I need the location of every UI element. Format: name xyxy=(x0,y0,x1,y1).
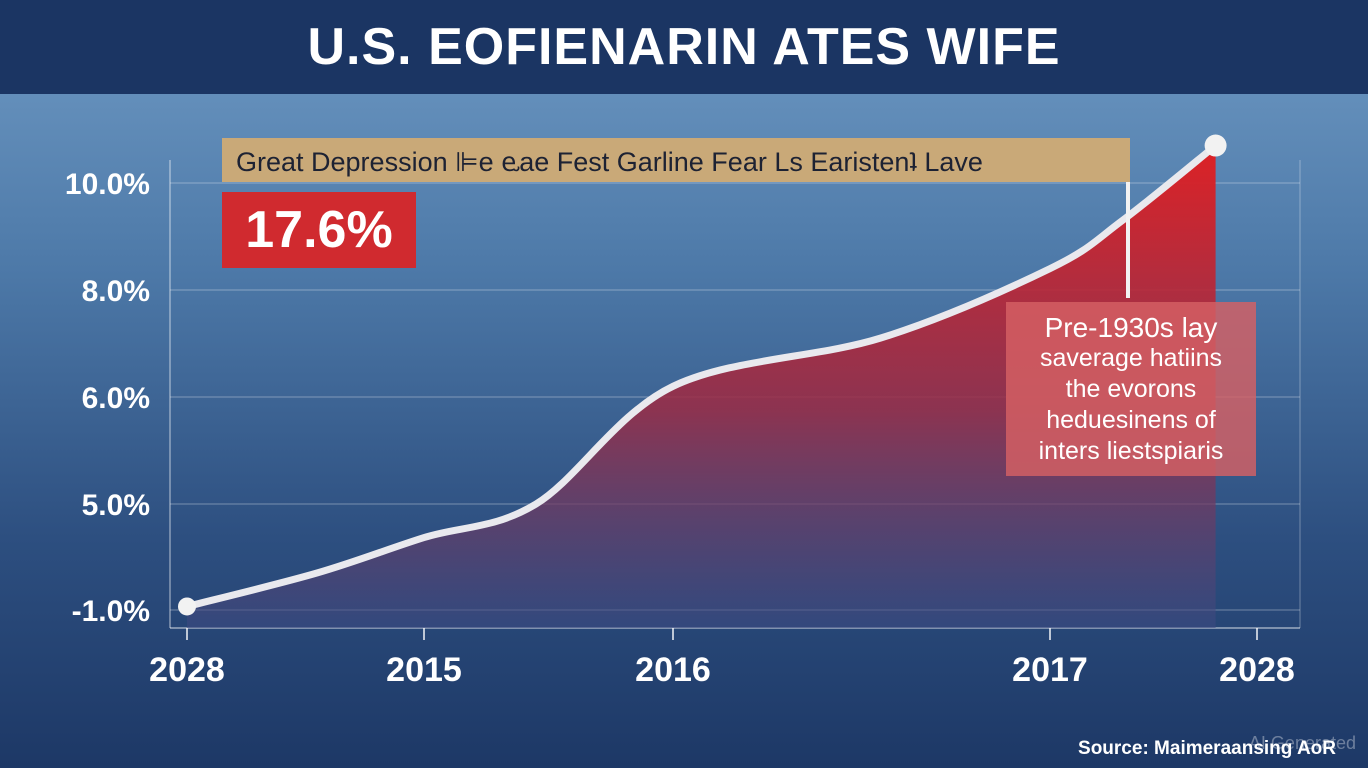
chart-title: U.S. EOFIENARIN ATES WIFE xyxy=(307,18,1061,76)
ai-generated-watermark: AI Generated xyxy=(1248,733,1356,753)
series-line xyxy=(183,142,1220,610)
x-tick-label: 2017 xyxy=(1012,651,1088,689)
y-tick-label: 5.0% xyxy=(82,489,150,522)
y-tick-labels: 10.0% 8.0% 6.0% 5.0% -1.0% xyxy=(65,168,150,628)
y-tick-label: 8.0% xyxy=(82,275,150,308)
highlight-value-badge: 17.6% xyxy=(222,192,416,268)
x-tick-label: 2016 xyxy=(635,651,711,689)
x-tick-label: 2028 xyxy=(1219,651,1295,689)
note-line: saverage hatiins xyxy=(1039,344,1223,372)
annotation-note: Pre-1930s lay saverage hatiins the evoro… xyxy=(1006,302,1256,476)
note-line: inters liestspiaris xyxy=(1038,437,1224,465)
area-fill xyxy=(187,145,1216,629)
y-tick-label: 6.0% xyxy=(82,382,150,415)
source-note: Source: Maimeraansing AoR xyxy=(1078,738,1336,759)
note-line: heduesinens of xyxy=(1046,406,1216,434)
note-line: Pre-1930s lay xyxy=(1044,312,1218,343)
data-point-end xyxy=(1204,134,1227,157)
title-bar: U.S. EOFIENARIN ATES WIFE xyxy=(0,0,1368,94)
y-tick-label: 10.0% xyxy=(65,168,150,201)
callout-line xyxy=(1126,182,1130,298)
area-layer xyxy=(178,134,1227,629)
x-tick-labels: 2028 2015 2016 2017 2028 xyxy=(149,651,1295,689)
note-line: the evorons xyxy=(1065,375,1197,403)
great-depression-banner: Great Depression ⊫e ⱸae Fest Garline Fea… xyxy=(222,138,1130,182)
x-tick-label: 2015 xyxy=(386,651,462,689)
data-point-start xyxy=(178,597,196,616)
y-tick-label: -1.0% xyxy=(72,595,150,628)
x-tick-label: 2028 xyxy=(149,651,225,689)
